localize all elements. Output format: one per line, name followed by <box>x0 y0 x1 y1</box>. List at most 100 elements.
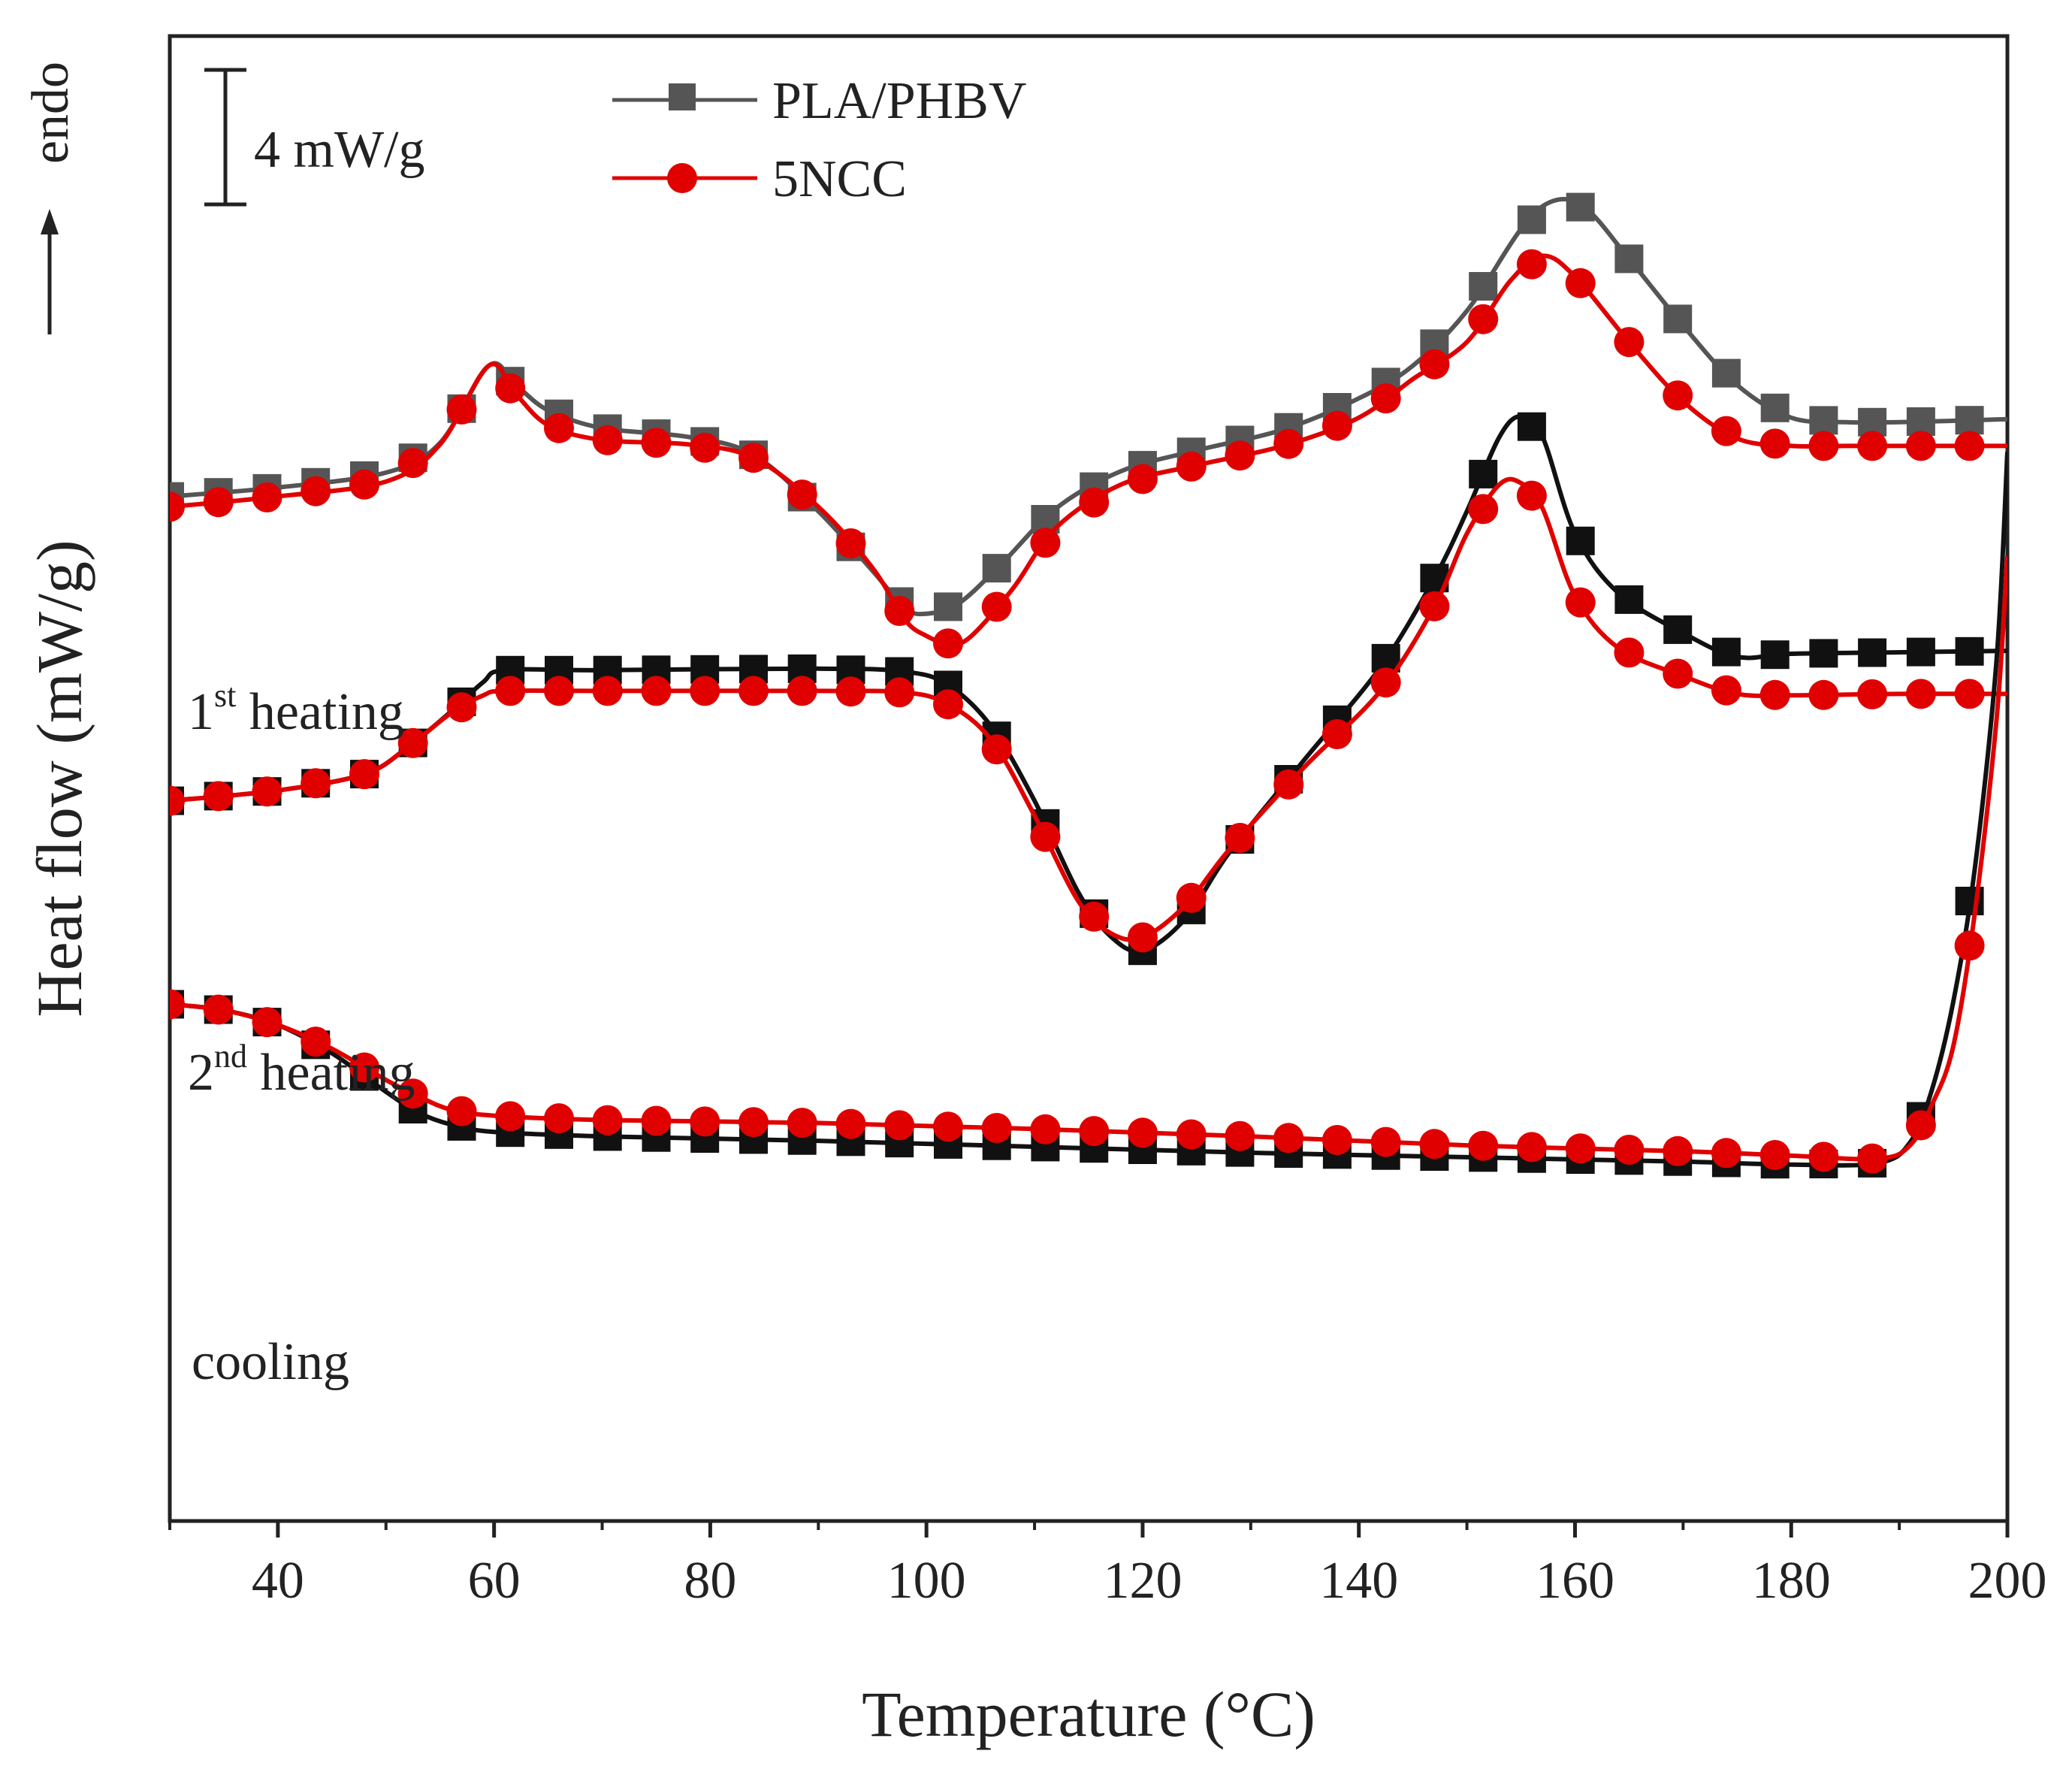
data-point-circle <box>787 1108 817 1138</box>
data-point-circle <box>1468 494 1499 525</box>
data-point-circle <box>641 676 672 706</box>
data-point-circle <box>981 591 1012 622</box>
data-point-circle <box>835 676 866 707</box>
data-point-circle <box>1857 1143 1888 1174</box>
plot-frame <box>168 34 2010 1523</box>
data-point-circle <box>592 676 623 706</box>
data-point-square <box>1517 412 1546 441</box>
data-point-circle <box>349 469 379 500</box>
data-point-circle <box>835 528 866 558</box>
data-point-circle <box>544 676 574 706</box>
data-point-square <box>1469 459 1498 488</box>
data-point-circle <box>170 785 185 816</box>
data-point-square <box>1566 192 1595 222</box>
data-point-circle <box>1759 428 1790 459</box>
data-point-circle <box>446 394 477 425</box>
data-point-circle <box>1614 327 1645 358</box>
data-point-circle <box>787 479 817 510</box>
x-tick-label: 80 <box>684 1552 736 1610</box>
data-point-circle <box>884 596 915 626</box>
curve-label-second-sup: nd <box>214 1038 247 1075</box>
x-axis-title: Temperature (°C) <box>862 1678 1315 1750</box>
data-point-circle <box>981 734 1012 765</box>
data-point-circle <box>1419 591 1450 621</box>
x-tick-label: 40 <box>252 1552 304 1610</box>
series-5ncc-1st-heating <box>170 249 2007 659</box>
series-line <box>170 253 2007 647</box>
data-point-circle <box>1614 637 1645 668</box>
data-point-square <box>1469 272 1498 301</box>
data-point-circle <box>1225 440 1255 471</box>
curve-label-first-number: 1 <box>188 683 214 741</box>
data-point-circle <box>1711 1138 1741 1169</box>
curve-label-cooling: cooling <box>192 1333 349 1391</box>
legend-item-5ncc: 5NCC <box>612 150 907 208</box>
legend-label-5ncc: 5NCC <box>772 150 907 208</box>
data-point-square <box>1711 358 1741 388</box>
x-tick-label: 180 <box>1752 1552 1831 1610</box>
data-point-circle <box>203 781 234 812</box>
data-point-circle <box>1419 1129 1450 1160</box>
x-tick-label: 60 <box>468 1552 521 1610</box>
series-line <box>170 197 2007 617</box>
curve-label-second-number: 2 <box>188 1044 214 1102</box>
data-point-circle <box>1273 428 1304 459</box>
data-point-square <box>1906 637 1935 667</box>
data-point-square <box>1663 304 1693 334</box>
data-point-circle <box>1127 922 1158 953</box>
data-point-circle <box>981 1113 1012 1143</box>
data-point-circle <box>1127 464 1158 494</box>
legend-square-marker <box>669 83 696 110</box>
data-point-circle <box>1516 1132 1547 1163</box>
data-point-circle <box>1225 823 1255 853</box>
data-point-circle <box>1370 383 1401 414</box>
curve-label-first-text: heating <box>236 683 404 741</box>
data-point-circle <box>1516 249 1547 280</box>
data-point-square <box>1760 640 1790 670</box>
data-point-circle <box>1808 1141 1839 1172</box>
data-point-circle <box>884 677 915 708</box>
curve-label-first-sup: st <box>214 677 236 714</box>
data-point-circle <box>1273 769 1304 800</box>
curve-label-second-text: heating <box>247 1044 415 1102</box>
data-point-circle <box>884 1110 915 1141</box>
data-point-circle <box>690 676 720 706</box>
series-line <box>170 476 2007 942</box>
legend-circle-marker <box>667 163 697 193</box>
data-point-circle <box>1905 1110 1936 1141</box>
data-point-circle <box>1954 930 1985 961</box>
data-point-circle <box>446 1096 477 1126</box>
data-point-circle <box>1516 480 1547 511</box>
data-point-square <box>1614 585 1644 614</box>
data-point-circle <box>1565 1133 1596 1164</box>
data-point-square <box>1517 205 1546 234</box>
data-point-circle <box>690 432 720 463</box>
data-point-circle <box>1905 431 1936 461</box>
data-point-circle <box>1759 679 1790 710</box>
data-point-square <box>1858 638 1887 667</box>
data-point-circle <box>1857 679 1888 709</box>
data-point-circle <box>1030 528 1061 558</box>
series-5ncc-cooling <box>170 555 2007 1174</box>
data-point-circle <box>1468 304 1499 334</box>
data-point-circle <box>349 759 379 790</box>
data-point-circle <box>592 425 623 455</box>
data-point-circle <box>1663 1135 1693 1166</box>
data-point-circle <box>933 689 963 720</box>
data-point-circle <box>1079 487 1110 518</box>
data-point-circle <box>170 491 185 522</box>
data-point-circle <box>787 676 817 706</box>
x-tick-label: 160 <box>1536 1552 1614 1610</box>
endo-arrow-icon <box>41 209 59 334</box>
data-point-square <box>934 592 962 621</box>
data-point-circle <box>252 482 282 513</box>
data-point-circle <box>1711 675 1741 706</box>
data-point-circle <box>1176 1119 1207 1150</box>
data-point-circle <box>397 727 428 758</box>
legend: PLA/PHBV 5NCC <box>612 72 1026 208</box>
curve-label-first-heating: 1st heating <box>188 677 404 741</box>
data-point-circle <box>301 1027 331 1057</box>
data-point-circle <box>738 676 769 706</box>
data-point-square <box>1955 637 1984 666</box>
data-point-circle <box>544 413 574 443</box>
